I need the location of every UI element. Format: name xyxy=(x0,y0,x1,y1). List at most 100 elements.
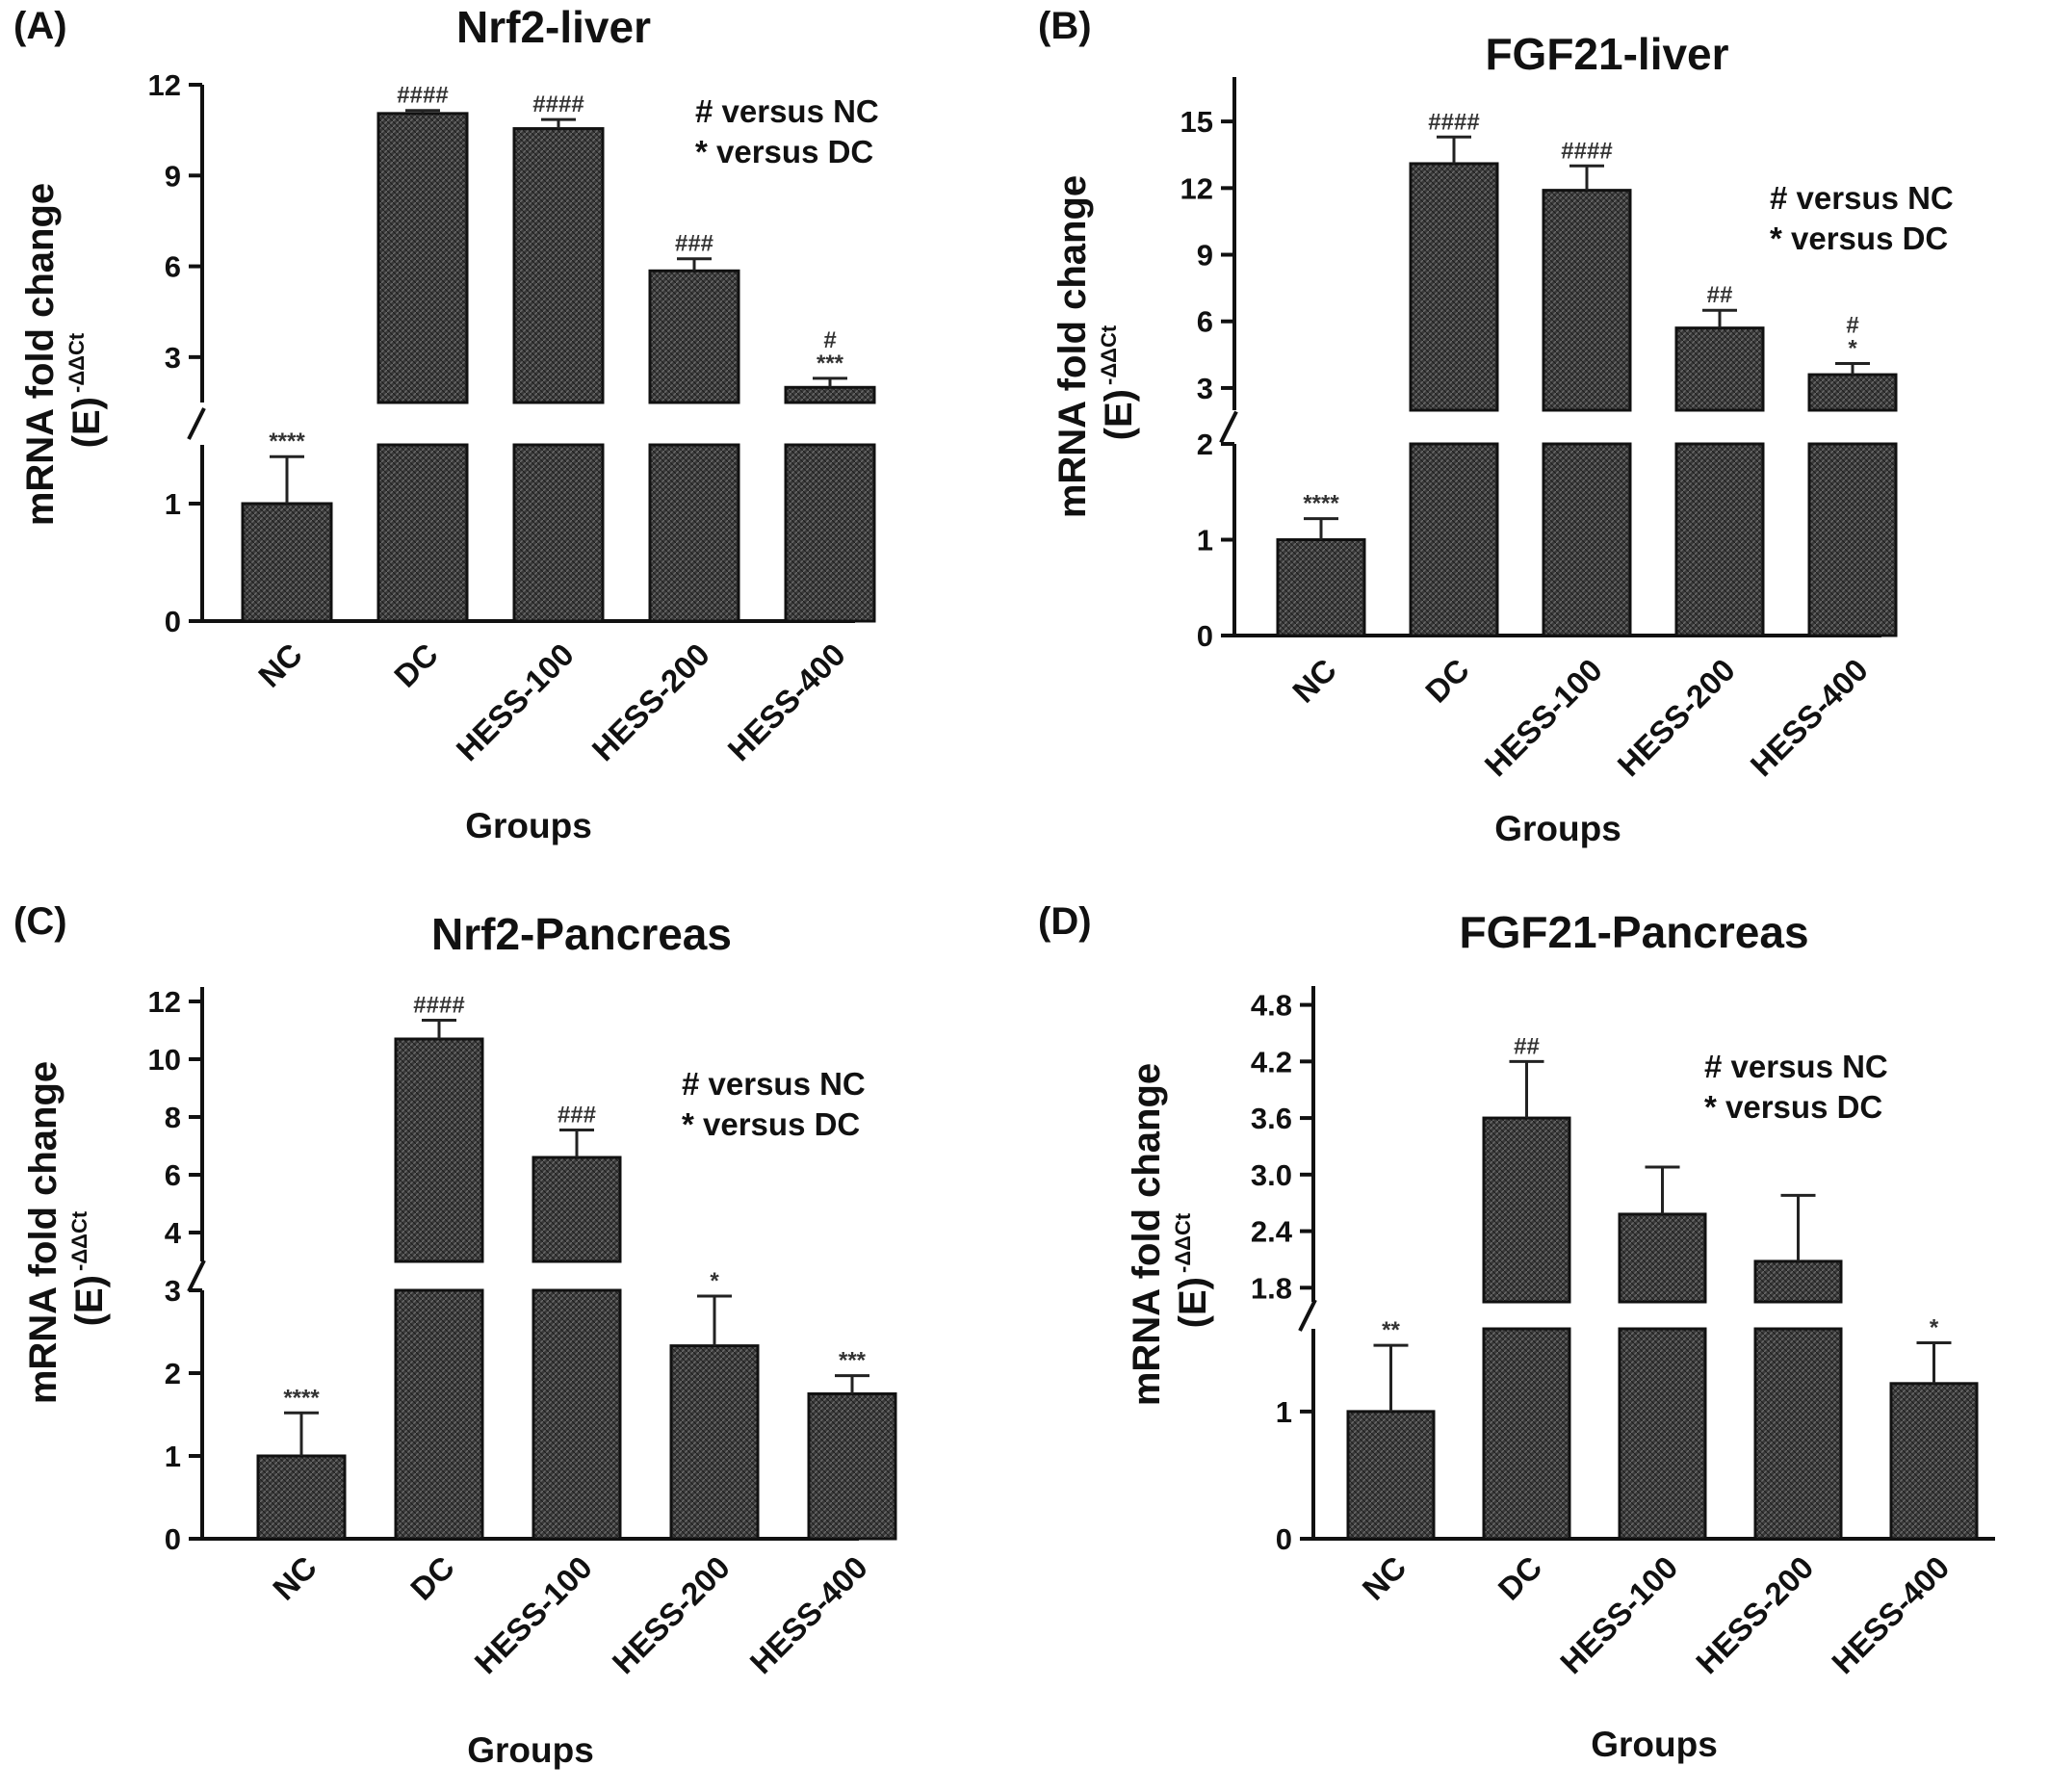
bar xyxy=(1753,1260,1843,1304)
x-tick-label: HESS-100 xyxy=(1553,1549,1684,1680)
y-axis-unit-base: (E) xyxy=(65,397,108,448)
category-label: HESS-200 xyxy=(585,636,716,767)
category-label: HESS-100 xyxy=(468,1549,599,1680)
y-tick-label: 4 xyxy=(165,1216,182,1250)
y-axis-unit-exponent: -ΔΔCt xyxy=(1097,325,1121,385)
chart-svg: (D) FGF21-Pancreas # versus NC * versus DC m… xyxy=(1038,900,1995,1764)
bar xyxy=(512,127,605,404)
y-tick-label: 3.0 xyxy=(1251,1158,1292,1192)
legend-line: # versus NC xyxy=(695,93,879,129)
x-tick-label: HESS-400 xyxy=(743,1549,874,1680)
category-label: DC xyxy=(387,636,445,694)
y-axis-title: mRNA fold change xyxy=(19,183,62,526)
significance-mark: #### xyxy=(532,91,584,117)
bar xyxy=(1618,1212,1707,1304)
bar-lower-segment xyxy=(1482,1327,1571,1541)
y-axis-label: mRNA fold change (E) -ΔΔCt xyxy=(1126,1063,1214,1406)
y-tick-label: 2 xyxy=(165,1357,181,1390)
chart-svg: (A) Nrf2-liver # versus NC * versus DC mRNA … xyxy=(13,2,879,845)
category-label: HESS-100 xyxy=(1478,652,1609,783)
category-label: DC xyxy=(403,1549,461,1607)
legend-line: # versus NC xyxy=(1770,180,1954,216)
significance-mark: #### xyxy=(413,993,464,1019)
significance-mark: **** xyxy=(1303,491,1339,517)
y-axis-unit-exponent: -ΔΔCt xyxy=(1171,1212,1195,1273)
x-tick-label: HESS-100 xyxy=(468,1549,599,1680)
category-label: HESS-200 xyxy=(1689,1549,1820,1680)
significance-mark: ## xyxy=(1707,282,1733,308)
y-tick-label: 15 xyxy=(1180,105,1213,139)
y-tick-label: 10 xyxy=(148,1043,181,1077)
y-tick-label: 1 xyxy=(165,1440,181,1473)
y-tick-label: 1 xyxy=(1197,524,1213,558)
x-tick-label: HESS-200 xyxy=(1611,652,1742,783)
panel-letter: (C) xyxy=(13,900,67,943)
x-tick-label: HESS-100 xyxy=(450,636,581,767)
x-tick-label: NC xyxy=(266,1549,324,1607)
bar xyxy=(241,502,333,623)
y-tick-label: 0 xyxy=(1197,619,1213,653)
y-tick-label: 12 xyxy=(148,68,181,102)
category-label: DC xyxy=(1491,1549,1549,1607)
y-tick-label: 12 xyxy=(148,985,181,1019)
x-tick-label: DC xyxy=(403,1549,461,1607)
legend-line: # versus NC xyxy=(682,1066,866,1102)
y-tick-label: 0 xyxy=(165,1522,181,1556)
chart-title: FGF21-liver xyxy=(1485,29,1728,79)
significance-mark: #### xyxy=(397,83,448,109)
bar-lower-segment xyxy=(1618,1327,1707,1541)
bar xyxy=(1542,189,1632,412)
chart-title: Nrf2-Pancreas xyxy=(431,909,732,959)
category-label: HESS-400 xyxy=(721,636,852,767)
y-tick-label: 4.2 xyxy=(1251,1045,1292,1078)
bar xyxy=(1409,162,1499,412)
y-tick-label: 9 xyxy=(165,159,181,193)
category-label: HESS-400 xyxy=(743,1549,874,1680)
bar xyxy=(669,1344,760,1541)
bar-lower-segment xyxy=(512,443,605,623)
category-label: NC xyxy=(1285,652,1343,710)
bar-lower-segment xyxy=(1674,442,1765,637)
bar xyxy=(807,1392,897,1541)
axis-break-mark xyxy=(187,407,206,440)
y-axis-label: mRNA fold change (E) -ΔΔCt xyxy=(1051,175,1140,518)
bar-lower-segment xyxy=(1409,442,1499,637)
panel-a: (A) Nrf2-liver # versus NC * versus DC mRNA … xyxy=(0,0,1024,896)
bar xyxy=(1276,538,1366,637)
significance-mark: ### xyxy=(558,1103,596,1129)
significance-mark: # xyxy=(823,327,836,353)
significance-mark: * xyxy=(1930,1315,1939,1341)
y-tick-label: 9 xyxy=(1197,239,1213,273)
y-axis-title: mRNA fold change xyxy=(22,1061,65,1404)
significance-mark: **** xyxy=(269,429,305,454)
category-label: HESS-100 xyxy=(1553,1549,1684,1680)
bar-lower-segment xyxy=(648,443,740,623)
axis-break-mark xyxy=(187,1260,206,1292)
y-axis-label: mRNA fold change (E) -ΔΔCt xyxy=(22,1061,111,1404)
x-tick-label: DC xyxy=(1418,652,1476,710)
bar xyxy=(1674,326,1765,412)
category-label: NC xyxy=(1356,1549,1414,1607)
category-label: HESS-200 xyxy=(606,1549,737,1680)
bar-lower-segment xyxy=(784,443,876,623)
bar xyxy=(1889,1382,1979,1541)
bar xyxy=(394,1037,484,1263)
chart-svg: (B) FGF21-liver # versus NC * versus DC mRNA… xyxy=(1038,5,1954,848)
y-tick-label: 0 xyxy=(1276,1522,1292,1556)
significance-mark: ### xyxy=(675,231,713,257)
axis-break-mark xyxy=(1298,1299,1317,1332)
bar xyxy=(1346,1410,1436,1541)
axis-break-mark xyxy=(1219,410,1238,444)
bar xyxy=(784,385,876,404)
panel-letter: (B) xyxy=(1038,5,1092,47)
y-axis-unit: (E) -ΔΔCt xyxy=(65,332,108,448)
x-axis-title: Groups xyxy=(1494,809,1621,848)
x-tick-label: HESS-200 xyxy=(1689,1549,1820,1680)
y-tick-label: 2.4 xyxy=(1251,1215,1293,1249)
panel-c: (C) Nrf2-Pancreas # versus NC * versus DC mR… xyxy=(0,896,1024,1791)
y-tick-label: 6 xyxy=(1197,305,1213,339)
y-tick-label: 8 xyxy=(165,1101,181,1134)
y-tick-label: 3.6 xyxy=(1251,1102,1292,1135)
bar xyxy=(376,112,469,404)
